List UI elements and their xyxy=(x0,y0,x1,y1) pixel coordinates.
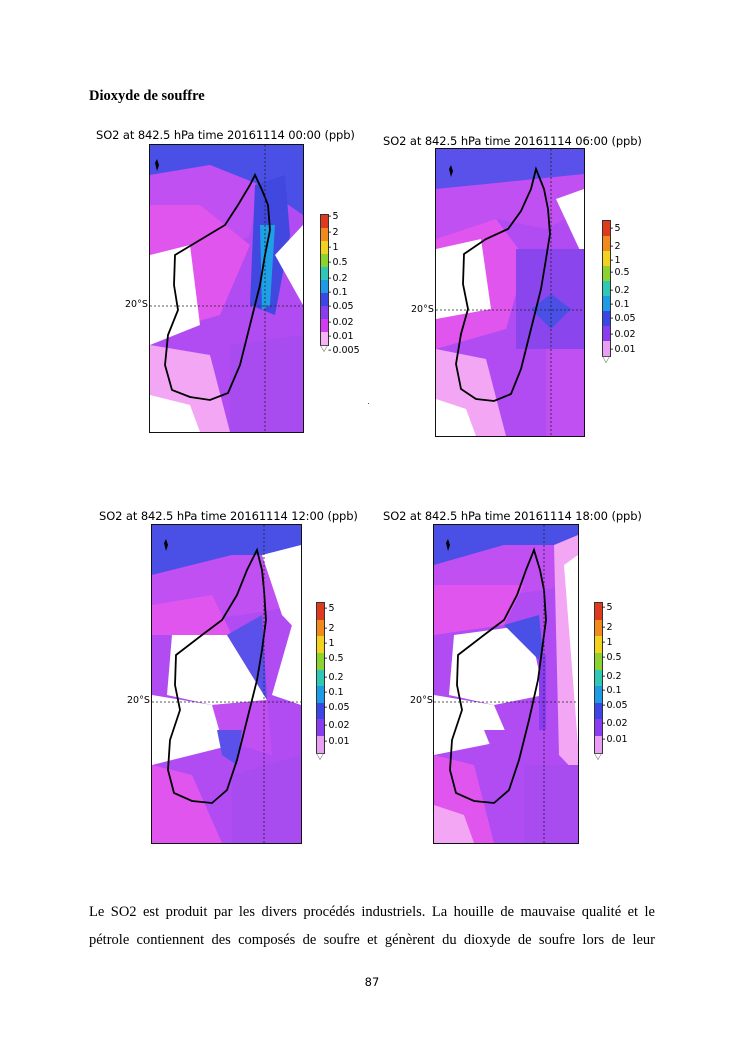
colorbar-tick: 1 xyxy=(328,243,338,253)
colorbar-tick: 0.02 xyxy=(324,721,349,731)
stray-mark xyxy=(368,403,369,404)
colorbar-tick: 2 xyxy=(328,228,338,238)
colorbar-tick: 0.2 xyxy=(324,673,343,683)
colorbar-tick: 5 xyxy=(602,603,612,613)
colorbar-tick: 0.005 xyxy=(328,346,359,356)
colorbar-tick: 0.05 xyxy=(328,302,353,312)
figure-title: SO2 at 842.5 hPa time 20161114 00:00 (pp… xyxy=(96,128,355,142)
colorbar-tick: 0.1 xyxy=(610,300,629,310)
latitude-label: 20°S xyxy=(411,304,434,315)
colorbar-tick: 0.5 xyxy=(610,268,629,278)
colorbar-tick: 0.05 xyxy=(324,703,349,713)
colorbar-tick: 0.1 xyxy=(602,686,621,696)
colorbar-tick: 5 xyxy=(324,604,334,614)
map-plot xyxy=(151,524,302,844)
colorbar-tick: 0.5 xyxy=(602,653,621,663)
colorbar-tick: 0.02 xyxy=(602,719,627,729)
paragraph-line: Le SO2 est produit par les divers procéd… xyxy=(89,904,655,920)
colorbar-tick: 5 xyxy=(610,224,620,234)
colorbar-tick: 0.01 xyxy=(610,345,635,355)
colorbar-tick: 0.2 xyxy=(610,286,629,296)
map-plot xyxy=(149,144,304,433)
colorbar-tick: 0.1 xyxy=(324,688,343,698)
colorbar-tick: 0.5 xyxy=(328,258,347,268)
colorbar-tick: 0.2 xyxy=(602,672,621,682)
figure-title: SO2 at 842.5 hPa time 20161114 18:00 (pp… xyxy=(383,509,642,523)
body-paragraph: Le SO2 est produit par les divers procéd… xyxy=(89,898,655,954)
colorbar-tick: 2 xyxy=(602,623,612,633)
colorbar-tick: 2 xyxy=(324,624,334,634)
latitude-label: 20°S xyxy=(127,695,150,706)
colorbar-tick: 0.05 xyxy=(602,701,627,711)
colorbar-tick: 0.5 xyxy=(324,654,343,664)
colorbar-tick: 1 xyxy=(610,256,620,266)
latitude-label: 20°S xyxy=(410,695,433,706)
colorbar-tick: 0.01 xyxy=(328,332,353,342)
figure-title: SO2 at 842.5 hPa time 20161114 06:00 (pp… xyxy=(383,134,642,148)
colorbar-tick: 0.01 xyxy=(324,737,349,747)
colorbar-tick: 0.01 xyxy=(602,735,627,745)
figure-title: SO2 at 842.5 hPa time 20161114 12:00 (pp… xyxy=(99,509,358,523)
colorbar-tick: 0.1 xyxy=(328,288,347,298)
colorbar-tick: 0.2 xyxy=(328,274,347,284)
latitude-label: 20°S xyxy=(125,299,148,310)
page-number: 87 xyxy=(364,975,380,989)
colorbar-tick: 0.02 xyxy=(610,330,635,340)
colorbar-tick: 5 xyxy=(328,212,338,222)
colorbar-tick: 2 xyxy=(610,242,620,252)
map-plot xyxy=(433,524,579,844)
map-plot xyxy=(435,148,585,437)
section-heading: Dioxyde de souffre xyxy=(89,88,205,104)
paragraph-line: pétrole contiennent des composés de souf… xyxy=(89,932,655,948)
colorbar-tick: 0.02 xyxy=(328,318,353,328)
colorbar-tick: 1 xyxy=(324,639,334,649)
colorbar-tick: 1 xyxy=(602,638,612,648)
colorbar-tick: 0.05 xyxy=(610,314,635,324)
